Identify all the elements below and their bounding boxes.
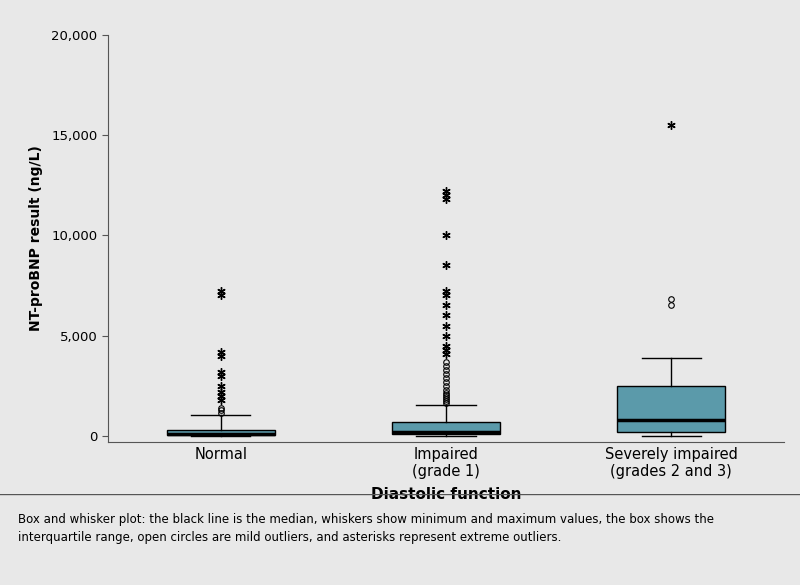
- Y-axis label: NT-proBNP result (ng/L): NT-proBNP result (ng/L): [29, 146, 43, 331]
- X-axis label: Diastolic function: Diastolic function: [370, 487, 522, 503]
- Bar: [166, 430, 274, 435]
- Text: Box and whisker plot: the black line is the median, whiskers show minimum and ma: Box and whisker plot: the black line is …: [18, 513, 714, 544]
- Bar: [392, 422, 500, 433]
- Bar: [618, 386, 726, 432]
